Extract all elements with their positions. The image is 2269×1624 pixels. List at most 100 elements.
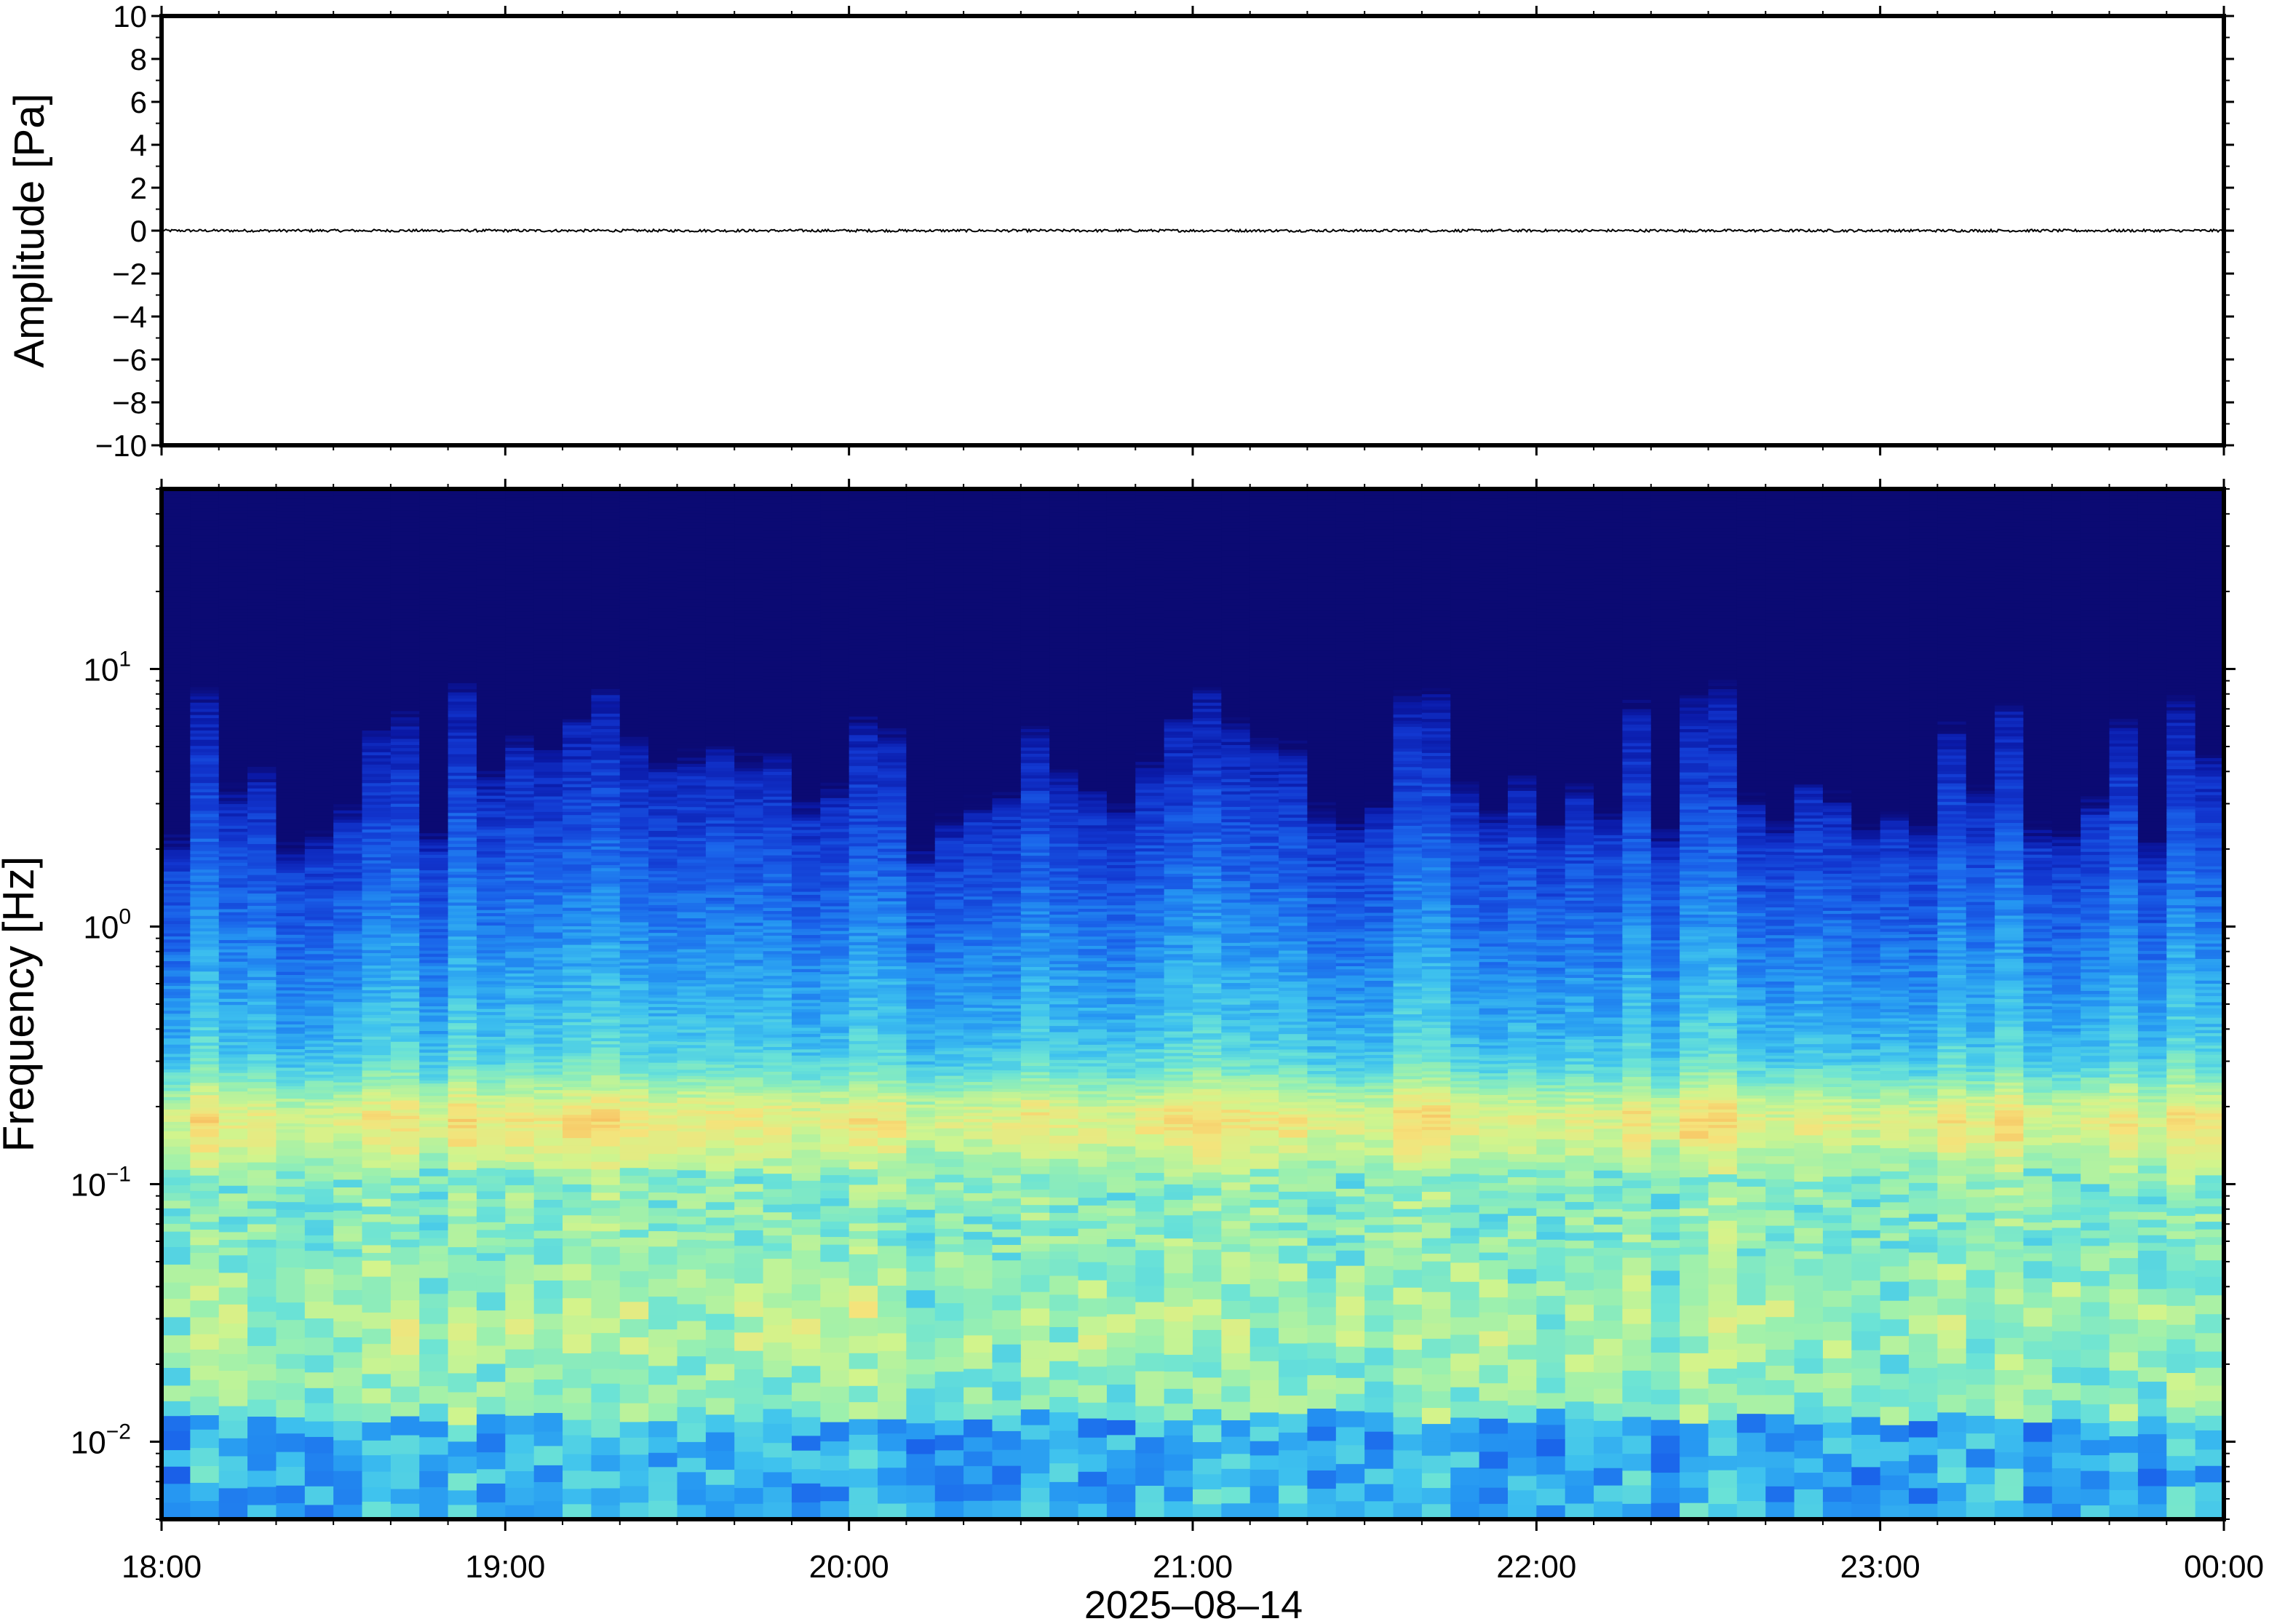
- spectrogram-cell: [362, 878, 392, 883]
- spectrogram-cell: [476, 903, 506, 907]
- spectrogram-cell: [648, 728, 678, 733]
- spectrogram-cell: [190, 1447, 220, 1466]
- spectrogram-cell: [563, 953, 592, 958]
- spectrogram-cell: [333, 847, 363, 851]
- spectrogram-cell: [533, 675, 563, 680]
- spectrogram-cell: [448, 720, 477, 724]
- spectrogram-cell: [162, 716, 191, 720]
- spectrogram-cell: [591, 555, 621, 560]
- spectrogram-cell: [419, 1191, 449, 1200]
- spectrogram-cell: [648, 1346, 678, 1366]
- spectrogram-cell: [619, 637, 649, 641]
- spectrogram-cell: [533, 650, 563, 655]
- spectrogram-cell: [162, 1007, 191, 1011]
- spectrogram-cell: [362, 748, 392, 752]
- amplitude-tick-label: 6: [130, 85, 147, 119]
- spectrogram-cell: [333, 587, 363, 592]
- spectrogram-cell: [734, 1198, 764, 1208]
- spectrogram-cell: [648, 1105, 678, 1110]
- spectrogram-cell: [448, 630, 477, 634]
- spectrogram-cell: [619, 576, 649, 579]
- spectrogram-cell: [591, 998, 621, 1001]
- spectrogram-cell: [533, 1348, 563, 1365]
- spectrogram-cell: [505, 923, 535, 928]
- spectrogram-cell: [563, 1238, 592, 1246]
- spectrogram-cell: [505, 1169, 535, 1178]
- spectrogram-cell: [505, 784, 535, 789]
- spectrogram-cell: [247, 726, 277, 730]
- spectrogram-cell: [276, 606, 306, 610]
- spectrogram-cell: [333, 1106, 363, 1110]
- spectrogram-cell: [419, 1230, 449, 1238]
- spectrogram-cell: [533, 802, 563, 806]
- spectrogram-cell: [677, 630, 707, 634]
- spectrogram-cell: [563, 1049, 592, 1054]
- spectrogram-cell: [619, 853, 649, 858]
- spectrogram-cell: [362, 797, 392, 802]
- spectrogram-cell: [218, 877, 248, 882]
- spectrogram-cell: [591, 747, 621, 751]
- spectrogram-cell: [648, 1111, 678, 1115]
- spectrogram-cell: [705, 1046, 735, 1049]
- spectrogram-cell: [677, 1356, 707, 1376]
- spectrogram-cell: [333, 547, 363, 551]
- spectrogram-cell: [448, 544, 477, 547]
- spectrogram-cell: [563, 913, 592, 918]
- spectrogram-cell: [705, 1024, 735, 1028]
- spectrogram-cell: [362, 717, 392, 722]
- spectrogram-cell: [619, 1369, 649, 1385]
- spectrogram-cell: [705, 588, 735, 592]
- spectrogram-cell: [648, 787, 678, 791]
- spectrogram-cell: [705, 758, 735, 762]
- spectrogram-cell: [333, 1504, 363, 1520]
- spectrogram-cell: [705, 761, 735, 765]
- spectrogram-cell: [162, 1069, 191, 1072]
- spectrogram-cell: [533, 1207, 563, 1216]
- spectrogram-cell: [276, 761, 306, 765]
- spectrogram-cell: [677, 704, 707, 709]
- spectrogram-cell: [247, 525, 277, 529]
- spectrogram-cell: [705, 727, 735, 731]
- spectrogram-cell: [591, 716, 621, 720]
- spectrogram-cell: [190, 813, 220, 817]
- spectrogram-cell: [505, 509, 535, 513]
- spectrogram-cell: [563, 644, 592, 648]
- spectrogram-cell: [591, 929, 621, 934]
- spectrogram-cell: [304, 895, 334, 899]
- spectrogram-cell: [591, 827, 621, 832]
- spectrogram-cell: [218, 800, 248, 805]
- spectrogram-cell: [563, 956, 592, 960]
- spectrogram-cell: [218, 667, 248, 672]
- spectrogram-cell: [734, 1421, 764, 1437]
- spectrogram-cell: [619, 606, 649, 610]
- spectrogram-cell: [476, 514, 506, 518]
- spectrogram-cell: [276, 1209, 306, 1218]
- spectrogram-cell: [448, 992, 477, 995]
- spectrogram-cell: [276, 1120, 306, 1123]
- spectrogram-cell: [218, 1072, 248, 1076]
- spectrogram-cell: [190, 597, 220, 601]
- spectrogram-cell: [677, 1096, 707, 1101]
- spectrogram-cell: [648, 638, 678, 642]
- spectrogram-cell: [591, 1028, 621, 1032]
- spectrogram-cell: [705, 1225, 735, 1233]
- spectrogram-cell: [190, 819, 220, 824]
- spectrogram-cell: [705, 771, 735, 774]
- spectrogram-cell: [448, 1010, 477, 1014]
- spectrogram-cell: [362, 1020, 392, 1024]
- spectrogram-cell: [162, 1050, 191, 1054]
- spectrogram-cell: [247, 1056, 277, 1061]
- spectrogram-cell: [619, 893, 649, 898]
- spectrogram-cell: [677, 525, 707, 529]
- spectrogram-cell: [619, 739, 649, 744]
- spectrogram-cell: [476, 674, 506, 679]
- spectrogram-cell: [218, 1304, 248, 1324]
- spectrogram-cell: [476, 733, 506, 737]
- spectrogram-cell: [648, 1037, 678, 1041]
- spectrogram-cell: [677, 1038, 707, 1043]
- spectrogram-cell: [304, 502, 334, 506]
- spectrogram-cell: [247, 828, 277, 832]
- spectrogram-cell: [677, 565, 707, 570]
- spectrogram-cell: [162, 948, 191, 952]
- spectrogram-cell: [276, 1113, 306, 1118]
